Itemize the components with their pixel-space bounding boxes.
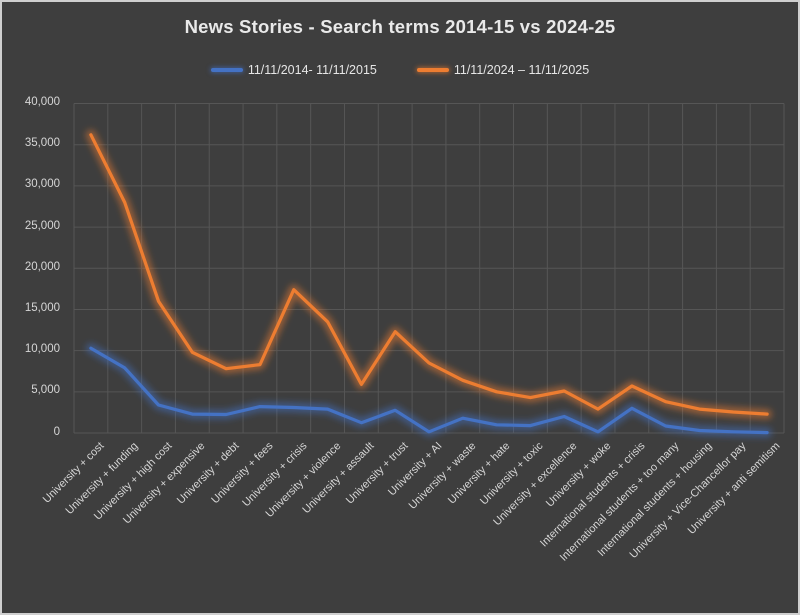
legend: 11/11/2014- 11/11/2015 11/11/2024 – 11/1… bbox=[2, 63, 798, 77]
series-glow-1 bbox=[85, 129, 773, 420]
legend-swatch-2024-25-line-icon bbox=[416, 68, 449, 72]
y-axis-tick-label: 20,000 bbox=[24, 260, 60, 273]
y-axis-tick-label: 5,000 bbox=[31, 384, 60, 397]
legend-item-2014-15: 11/11/2014- 11/11/2015 bbox=[210, 63, 377, 77]
series-line-1 bbox=[89, 133, 769, 416]
y-axis-tick-label: 40,000 bbox=[24, 96, 60, 108]
series-lines bbox=[85, 129, 773, 438]
legend-swatch-2014-15-line-icon bbox=[210, 68, 243, 72]
legend-item-2024-25: 11/11/2024 – 11/11/2025 bbox=[416, 63, 590, 77]
chart-title: News Stories - Search terms 2014-15 vs 2… bbox=[184, 16, 616, 37]
gridlines bbox=[73, 103, 785, 434]
y-axis-tick-label: 35,000 bbox=[24, 137, 60, 150]
y-axis-tick-label: 15,000 bbox=[24, 301, 60, 314]
y-axis-tick-label: 25,000 bbox=[24, 219, 60, 232]
y-axis-tick-label: 0 bbox=[53, 425, 60, 438]
legend-label-2014-15: 11/11/2014- 11/11/2015 bbox=[247, 63, 377, 77]
legend-label-2024-25: 11/11/2024 – 11/11/2025 bbox=[453, 63, 590, 77]
y-axis-tick-label: 10,000 bbox=[24, 343, 60, 356]
series-line-0 bbox=[89, 346, 769, 435]
y-axis-tick-label: 30,000 bbox=[24, 178, 60, 191]
